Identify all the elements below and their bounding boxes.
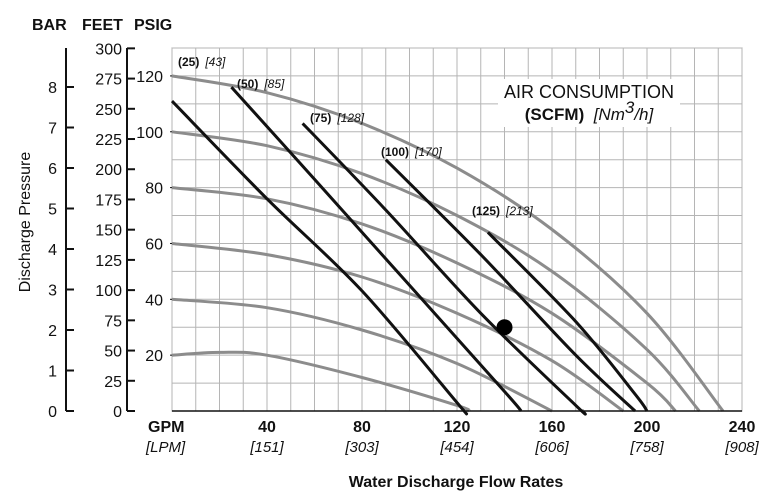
y-axis-label: Discharge Pressure xyxy=(17,152,34,293)
psig-tick-label: 40 xyxy=(145,292,163,309)
operating-point xyxy=(496,319,513,336)
psig-tick-label: 120 xyxy=(136,69,163,86)
x-tick-lpm: [454] xyxy=(439,439,474,456)
air-consumption-scfm: (100) xyxy=(381,145,409,159)
feet-tick-label: 100 xyxy=(95,283,122,300)
bar-tick-label: 2 xyxy=(48,323,57,340)
air-consumption-curve xyxy=(170,100,468,416)
bar-tick-label: 7 xyxy=(48,121,57,138)
bar-tick-label: 8 xyxy=(48,80,57,97)
x-tick-gpm: 200 xyxy=(634,419,661,436)
tick-labels: 2040608010012002550751001251501752002252… xyxy=(48,41,759,456)
chart-title-line1: AIR CONSUMPTION xyxy=(504,82,674,102)
x-unit-lpm: [LPM] xyxy=(145,439,186,456)
x-tick-lpm: [606] xyxy=(534,439,569,456)
air-consumption-label: (25) [43] xyxy=(178,55,226,69)
air-consumption-scfm: (50) xyxy=(237,77,258,91)
air-consumption-curve xyxy=(384,158,637,413)
bar-tick-label: 1 xyxy=(48,364,57,381)
feet-tick-label: 250 xyxy=(95,102,122,119)
air-consumption-label: (100) [170] xyxy=(381,145,442,159)
inlet-pressure-curve-40 xyxy=(171,297,553,413)
inlet-pressure-curve-60 xyxy=(171,242,625,413)
x-unit-gpm: GPM xyxy=(148,419,184,436)
air-consumption-label: (75) [128] xyxy=(310,111,365,125)
operating-point-marker xyxy=(496,319,513,336)
air-consumption-curve xyxy=(301,122,587,416)
inlet-pressure-curve-20 xyxy=(171,350,471,413)
feet-tick-label: 200 xyxy=(95,162,122,179)
air-consumption-label: (125) [213] xyxy=(472,204,533,218)
inlet-pressure-curve-100 xyxy=(171,130,701,412)
air-consumption-nm3h: [128] xyxy=(336,111,364,125)
air-consumption-scfm: (25) xyxy=(178,55,199,69)
air-consumption-nm3h: [43] xyxy=(204,55,226,69)
x-tick-lpm: [151] xyxy=(249,439,284,456)
psig-axis-header: PSIG xyxy=(134,17,172,34)
x-tick-gpm: 80 xyxy=(353,419,371,436)
feet-tick-label: 175 xyxy=(95,192,122,209)
bar-tick-label: 6 xyxy=(48,161,57,178)
chart-title-nm: [Nm xyxy=(593,105,625,124)
x-tick-gpm: 120 xyxy=(444,419,471,436)
air-consumption-scfm: (75) xyxy=(310,111,331,125)
chart-title-scfm: (SCFM) xyxy=(525,105,584,124)
feet-axis-header: FEET xyxy=(82,17,123,34)
x-tick-lpm: [908] xyxy=(724,439,759,456)
x-axis-label: Water Discharge Flow Rates xyxy=(349,474,564,491)
bar-tick-label: 3 xyxy=(48,283,57,300)
air-consumption-label: (50) [85] xyxy=(237,77,285,91)
air-consumption-curve xyxy=(230,86,523,412)
chart-title-nm-end: /h] xyxy=(633,105,654,124)
feet-tick-label: 150 xyxy=(95,223,122,240)
air-consumption-nm3h: [85] xyxy=(263,77,285,91)
x-tick-gpm: 40 xyxy=(258,419,276,436)
feet-tick-label: 25 xyxy=(104,374,122,391)
curves xyxy=(170,74,725,416)
feet-tick-label: 50 xyxy=(104,344,122,361)
air-consumption-nm3h: [170] xyxy=(414,145,442,159)
x-tick-gpm: 160 xyxy=(539,419,566,436)
x-tick-lpm: [758] xyxy=(629,439,664,456)
air-consumption-curve xyxy=(486,231,649,412)
psig-tick-label: 20 xyxy=(145,348,163,365)
feet-tick-label: 75 xyxy=(104,313,122,330)
feet-tick-label: 225 xyxy=(95,132,122,149)
feet-tick-label: 275 xyxy=(95,72,122,89)
feet-tick-label: 300 xyxy=(95,41,122,58)
chart-title-line2: (SCFM) [Nm3/h] xyxy=(525,98,655,124)
psig-tick-label: 100 xyxy=(136,125,163,142)
air-consumption-scfm: (125) xyxy=(472,204,500,218)
bar-axis-header: BAR xyxy=(32,17,67,34)
bar-tick-label: 0 xyxy=(48,404,57,421)
air-consumption-labels: (25) [43] (50) [85] (75) [128] (100) [170] (125)… xyxy=(178,55,533,218)
feet-tick-label: 125 xyxy=(95,253,122,270)
inlet-pressure-curve-120 xyxy=(171,74,725,412)
bar-tick-label: 4 xyxy=(48,242,57,259)
feet-tick-label: 0 xyxy=(113,404,122,421)
air-consumption-nm3h: [213] xyxy=(505,204,533,218)
chart-title-sup: 3 xyxy=(625,98,635,117)
bar-tick-label: 5 xyxy=(48,202,57,219)
x-tick-lpm: [303] xyxy=(344,439,379,456)
x-tick-gpm: 240 xyxy=(729,419,756,436)
psig-tick-label: 80 xyxy=(145,181,163,198)
chart-title-box xyxy=(498,79,680,127)
psig-tick-label: 60 xyxy=(145,236,163,253)
